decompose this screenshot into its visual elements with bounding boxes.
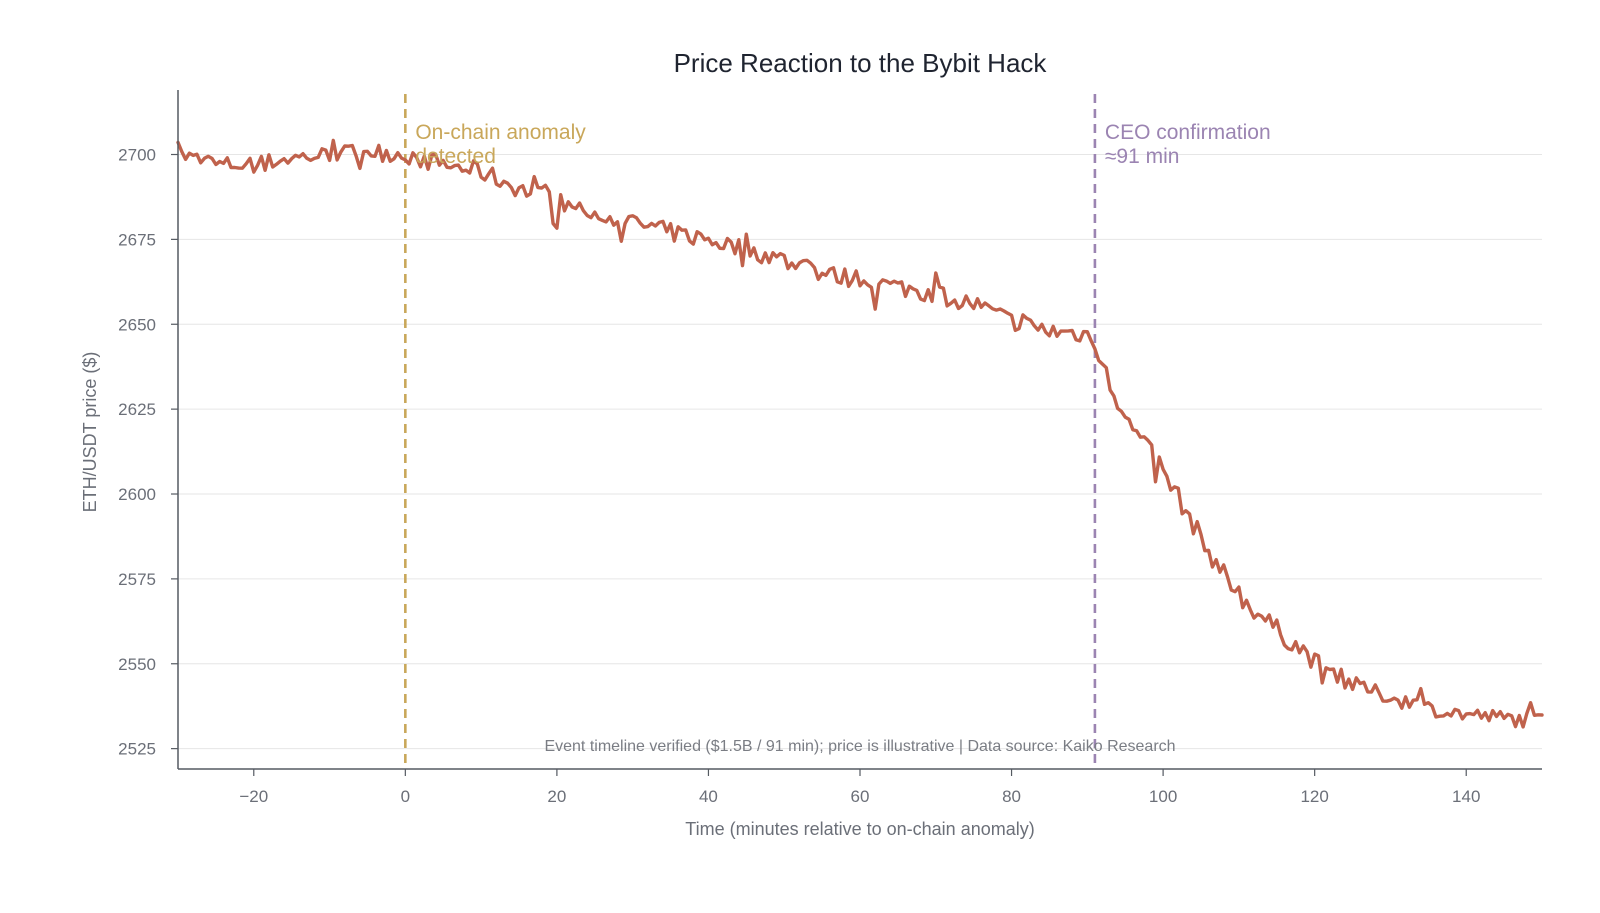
x-tick-label: 80 — [1002, 787, 1021, 806]
y-tick-label: 2650 — [118, 315, 156, 334]
price-series-line — [176, 138, 1544, 729]
event-label-ceo-line1: CEO confirmation — [1105, 121, 1271, 144]
event-label-ceo-line2: ≈91 min — [1105, 145, 1180, 168]
axes — [177, 90, 1542, 770]
x-tick-label: 40 — [699, 787, 718, 806]
y-axis-label: ETH/USDT price ($) — [80, 352, 100, 513]
y-ticks: 2525 2550 2575 2600 2625 2650 2675 2700 — [118, 146, 178, 759]
x-tick-label: −20 — [239, 787, 268, 806]
y-tick-label: 2550 — [118, 655, 156, 674]
y-tick-label: 2625 — [118, 400, 156, 419]
footnote: Event timeline verified ($1.5B / 91 min)… — [544, 738, 1175, 755]
series-layer — [176, 138, 1544, 729]
x-tick-label: 120 — [1300, 787, 1328, 806]
gridlines — [178, 154, 1542, 750]
y-tick-label: 2575 — [118, 570, 156, 589]
chart-title: Price Reaction to the Bybit Hack — [674, 48, 1048, 78]
x-tick-label: 60 — [851, 787, 870, 806]
y-tick-label: 2525 — [118, 740, 156, 759]
y-tick-label: 2700 — [118, 146, 156, 165]
y-tick-label: 2675 — [118, 230, 156, 249]
x-tick-label: 100 — [1149, 787, 1177, 806]
x-tick-label: 20 — [547, 787, 566, 806]
event-label-anomaly-line1: On-chain anomaly — [415, 121, 586, 144]
x-ticks: −20 0 20 40 60 80 100 120 140 — [239, 769, 1480, 806]
y-tick-label: 2600 — [118, 485, 156, 504]
x-tick-label: 140 — [1452, 787, 1480, 806]
event-markers — [404, 94, 1097, 769]
event-label-anomaly-line2: detected — [415, 145, 496, 168]
x-tick-label: 0 — [401, 787, 410, 806]
x-axis-label: Time (minutes relative to on-chain anoma… — [685, 819, 1034, 839]
